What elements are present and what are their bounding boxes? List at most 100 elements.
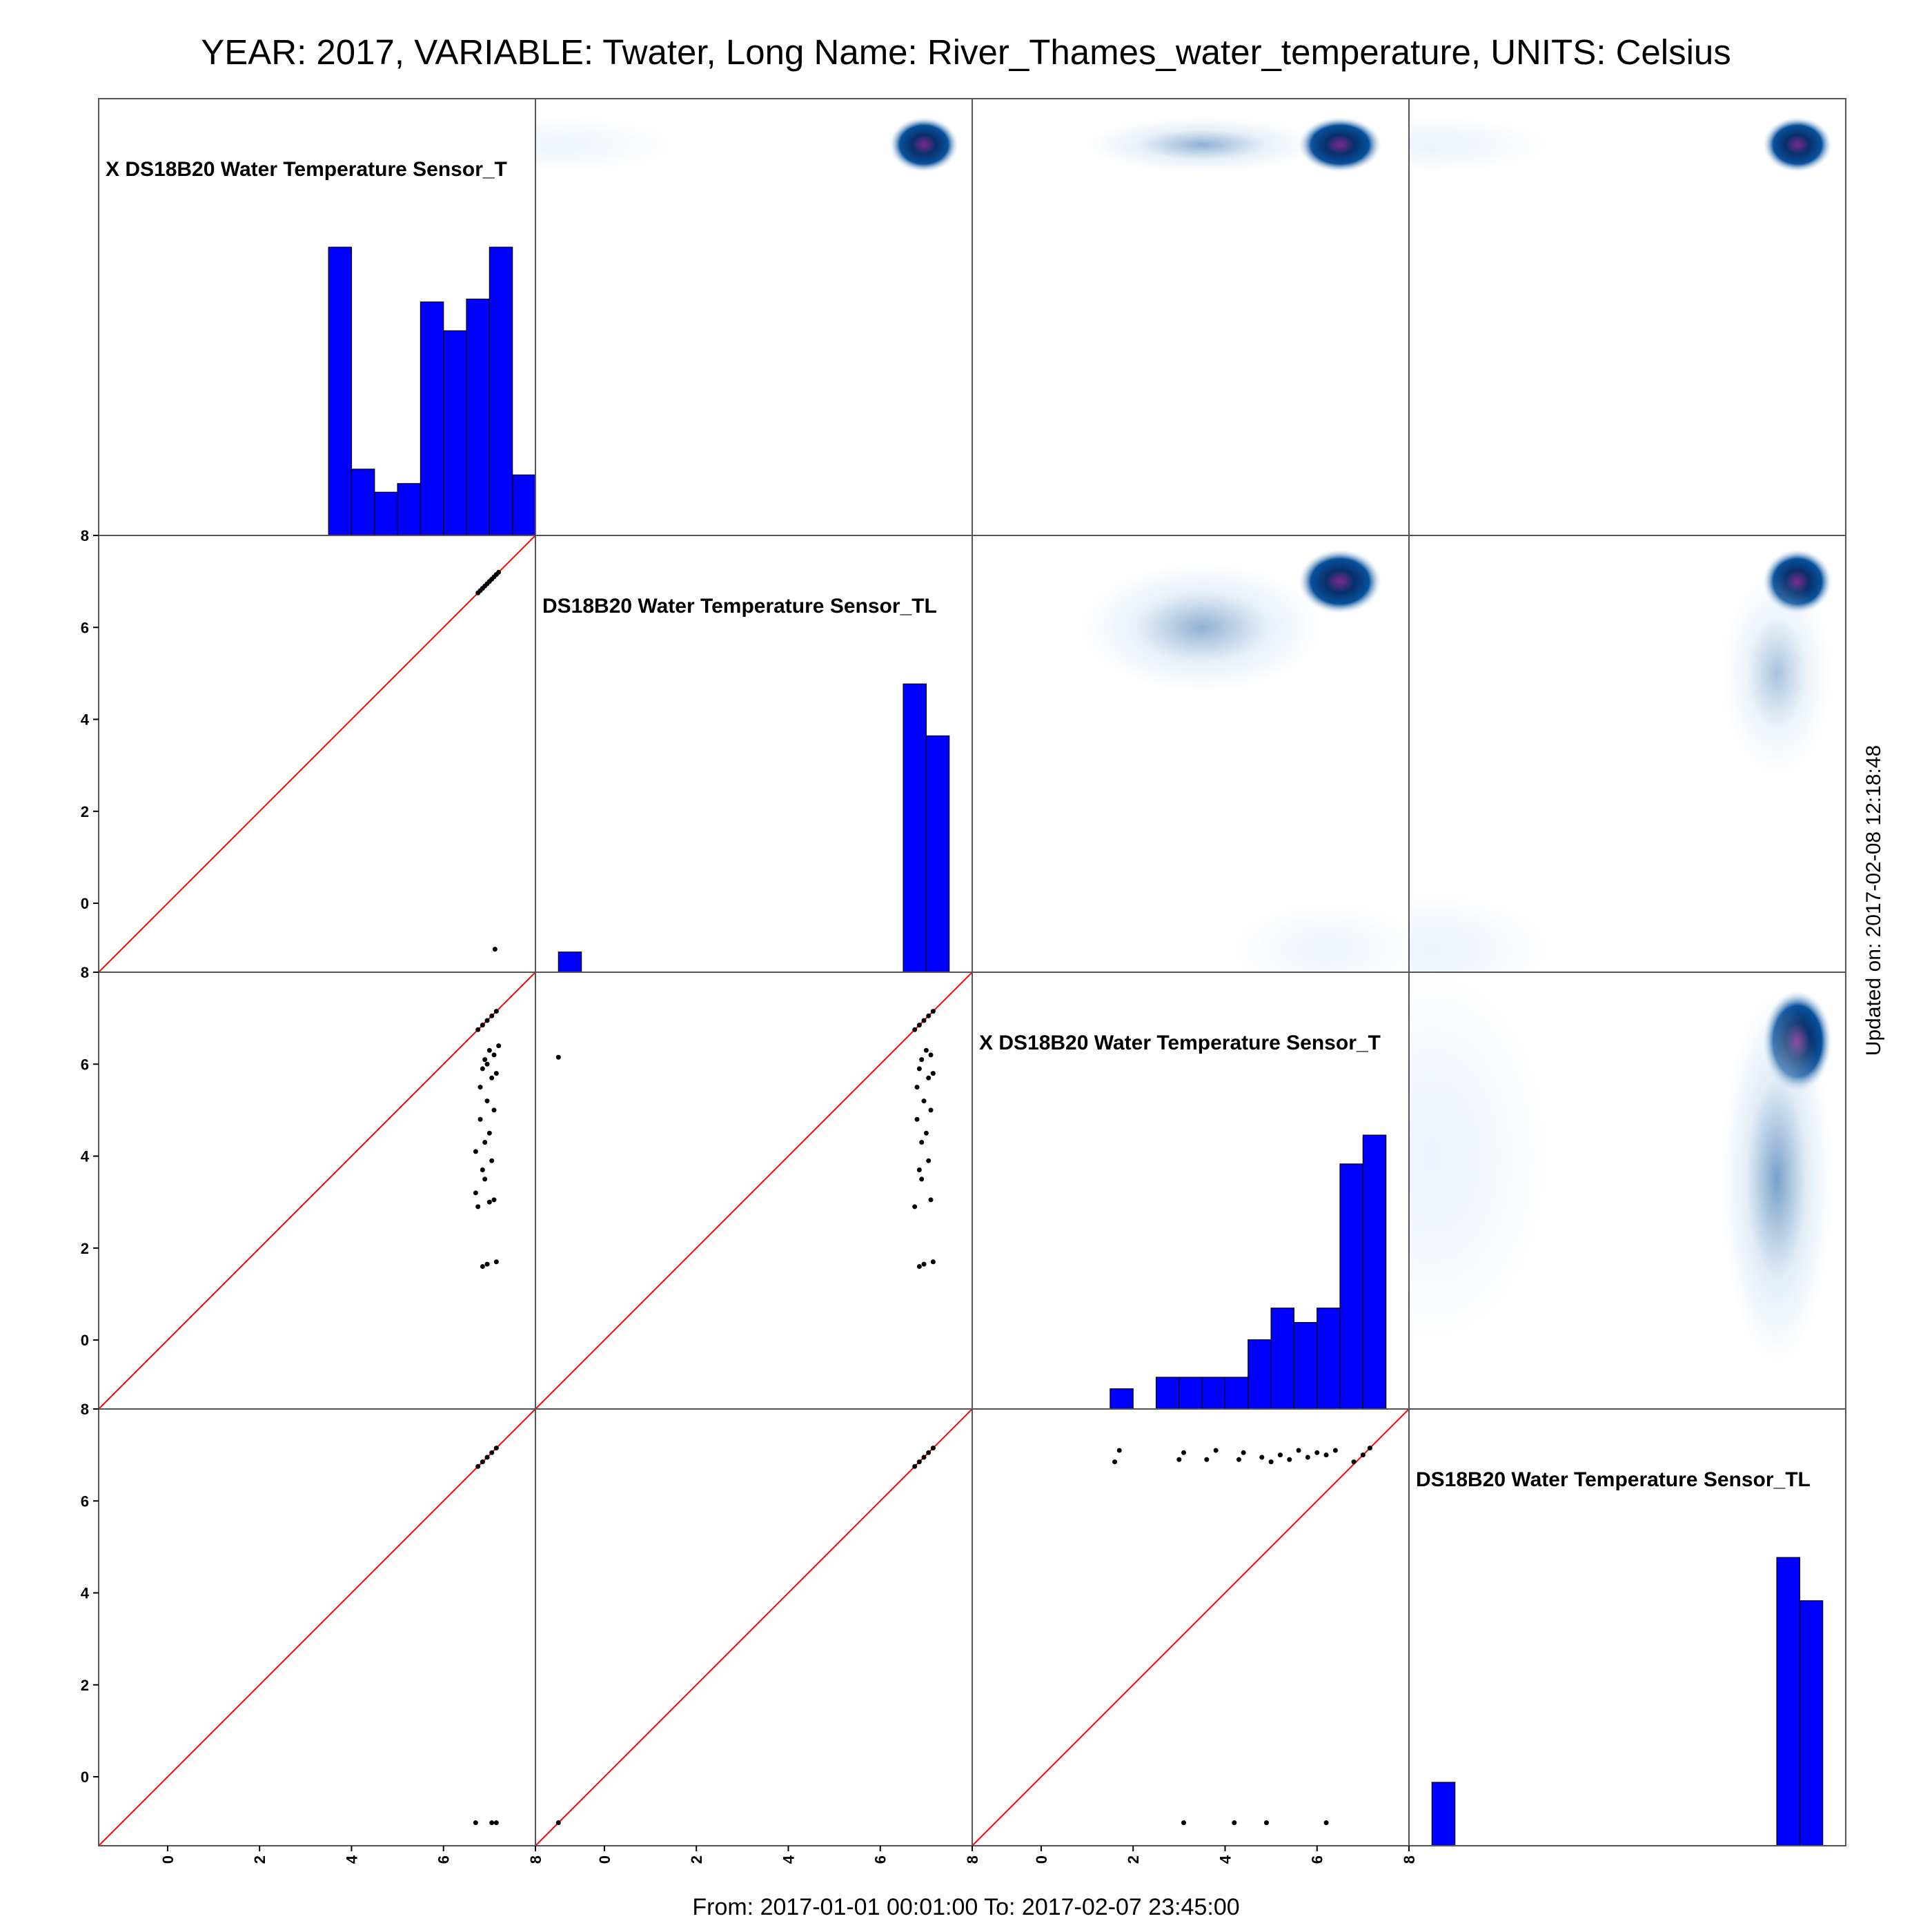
density-blob <box>1722 572 1833 775</box>
scatter-point <box>1296 1448 1301 1453</box>
y-tick-label: 8 <box>81 1401 89 1418</box>
scatter-point <box>916 1023 922 1028</box>
identity-line <box>99 535 535 972</box>
scatter-point <box>921 1455 927 1460</box>
x-tick-label: 0 <box>1033 1855 1050 1864</box>
scatter-panel-3-1 <box>535 1409 972 1846</box>
histogram-bar <box>1270 1308 1295 1410</box>
histogram-bar <box>420 301 444 536</box>
scatter-point <box>484 1061 490 1067</box>
identity-line <box>972 1409 1409 1846</box>
y-tick-label: 4 <box>81 1148 90 1165</box>
scatter-point <box>914 1116 920 1122</box>
scatter-point <box>919 1140 925 1145</box>
scatter-point <box>921 1018 927 1023</box>
scatter-point <box>489 1158 495 1163</box>
scatter-point <box>919 1176 925 1182</box>
histogram-bar <box>397 483 422 536</box>
scatter-point <box>1287 1457 1292 1462</box>
density-blob <box>1299 117 1382 172</box>
histogram-bar <box>1155 1377 1180 1410</box>
scatter-point <box>1351 1459 1357 1465</box>
density-panel-1-2 <box>1082 549 1409 972</box>
scatter-point <box>919 1057 925 1063</box>
scatter-point <box>1204 1457 1210 1462</box>
histogram-bar <box>1776 1557 1800 1846</box>
density-blob <box>1087 117 1317 172</box>
x-tick-label: 4 <box>343 1855 360 1864</box>
histogram-bar <box>489 246 513 536</box>
scatter-point <box>480 1263 485 1269</box>
x-tick-label: 6 <box>872 1855 889 1864</box>
scatter-point <box>555 1054 561 1060</box>
density-panel-0-2 <box>1087 117 1382 172</box>
x-tick-label: 6 <box>435 1855 453 1864</box>
scatter-point <box>480 1066 485 1072</box>
histogram-bar <box>903 683 927 973</box>
x-tick-label: 2 <box>688 1855 705 1864</box>
scatter-point <box>493 1009 499 1014</box>
scatter-point <box>491 1197 497 1203</box>
y-tick-label: 6 <box>81 619 89 636</box>
scatter-point <box>473 1190 478 1196</box>
identity-line <box>535 1409 972 1846</box>
density-blob <box>1409 972 1547 1340</box>
scatter-point <box>914 1085 920 1090</box>
scatter-point <box>1367 1446 1372 1451</box>
scatter-point <box>489 1013 495 1018</box>
density-blob <box>1722 995 1833 1363</box>
scatter-point <box>473 1820 478 1826</box>
variable-label: DS18B20 Water Temperature Sensor_TL <box>542 595 937 618</box>
y-tick-label: 4 <box>81 711 90 729</box>
density-blob <box>1409 894 1547 972</box>
scatter-point <box>482 1176 488 1182</box>
scatter-point <box>486 1130 492 1136</box>
scatter-point <box>912 1463 918 1469</box>
scatter-point <box>921 1261 927 1267</box>
chart-title: YEAR: 2017, VARIABLE: Twater, Long Name:… <box>201 32 1731 72</box>
density-panel-0-3 <box>1409 117 1833 172</box>
scatter-point <box>493 1820 499 1826</box>
scatter-point <box>484 1455 490 1460</box>
density-blob <box>889 117 959 172</box>
scatter-point <box>930 1259 936 1265</box>
histogram-bar <box>374 491 398 536</box>
histogram-bar <box>1248 1339 1272 1410</box>
histogram-bar <box>558 952 582 973</box>
histogram-bar <box>1431 1782 1456 1846</box>
scatter-point <box>1263 1820 1269 1826</box>
x-tick-label: 8 <box>527 1855 544 1864</box>
scatter-panel-3-2 <box>972 1409 1409 1846</box>
scatter-point <box>491 1052 497 1058</box>
x-tick-label: 0 <box>159 1855 177 1864</box>
y-tick-label: 0 <box>81 895 89 912</box>
scatter-point <box>926 1158 931 1163</box>
scatter-point <box>1181 1820 1187 1826</box>
histogram-bar <box>328 246 353 536</box>
x-tick-label: 4 <box>780 1855 797 1864</box>
histogram-bar <box>1110 1388 1134 1410</box>
scatter-point <box>480 1167 485 1173</box>
y-tick-label: 0 <box>81 1332 89 1349</box>
scatter-point <box>926 1075 931 1081</box>
scatter-point <box>1112 1459 1118 1465</box>
scatter-point <box>492 947 497 952</box>
y-tick-label: 6 <box>81 1492 89 1510</box>
scatter-point <box>1305 1455 1310 1460</box>
scatter-point <box>1213 1448 1219 1453</box>
scatter-point <box>916 1459 922 1465</box>
scatter-point <box>923 1047 929 1053</box>
density-panel-2-3 <box>1409 972 1833 1363</box>
scatter-point <box>475 1204 481 1210</box>
scatter-point <box>496 1043 502 1049</box>
density-blob <box>1763 117 1833 172</box>
histogram-bar <box>1317 1308 1341 1410</box>
histogram-bar <box>1201 1377 1226 1410</box>
x-tick-label: 6 <box>1309 1855 1326 1864</box>
scatter-point <box>926 1450 931 1455</box>
scatter-point <box>493 1446 499 1451</box>
scatter-point <box>489 1075 495 1081</box>
histogram-bar <box>1224 1377 1249 1410</box>
x-tick-label: 2 <box>1125 1855 1142 1864</box>
